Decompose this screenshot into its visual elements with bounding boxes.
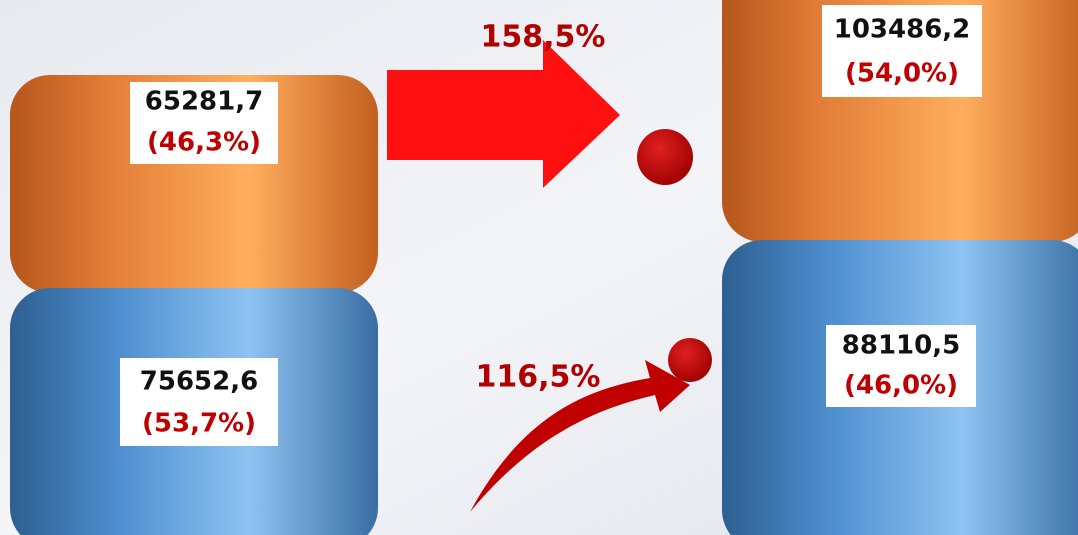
share: (54,0%) <box>845 59 959 89</box>
value: 103486,2 <box>834 15 971 45</box>
growth-label: 116,5% <box>476 360 601 395</box>
value: 75652,6 <box>140 367 258 397</box>
label-box <box>120 358 278 446</box>
segment-orange <box>722 0 1078 242</box>
dot <box>637 129 693 185</box>
share: (46,0%) <box>844 371 958 401</box>
value: 65281,7 <box>145 87 263 117</box>
share: (46,3%) <box>147 128 261 158</box>
share: (53,7%) <box>142 409 256 439</box>
arrow <box>387 40 620 188</box>
label-box <box>822 5 982 97</box>
label-box <box>130 82 278 164</box>
value: 88110,5 <box>842 331 960 361</box>
arrow <box>470 360 690 512</box>
dot <box>668 338 712 382</box>
segment-orange <box>10 75 378 293</box>
growth-label: 158,5% <box>481 20 606 55</box>
label-box <box>826 325 976 407</box>
